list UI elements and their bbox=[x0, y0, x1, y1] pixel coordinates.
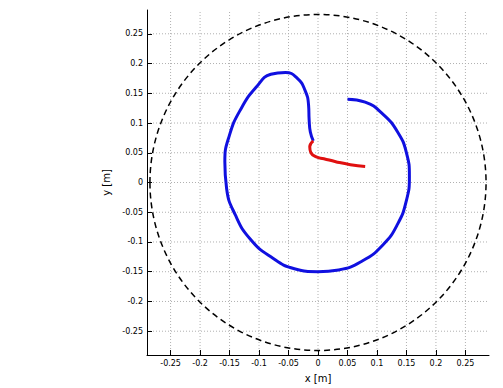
svg-text:0: 0 bbox=[138, 178, 143, 187]
svg-text:-0.05: -0.05 bbox=[122, 208, 143, 217]
svg-text:0.2: 0.2 bbox=[130, 59, 143, 68]
svg-text:0.1: 0.1 bbox=[371, 359, 384, 368]
svg-text:0: 0 bbox=[315, 359, 320, 368]
svg-text:0.25: 0.25 bbox=[125, 29, 143, 38]
svg-text:0.15: 0.15 bbox=[125, 89, 143, 98]
svg-text:-0.2: -0.2 bbox=[127, 297, 143, 306]
svg-text:0.1: 0.1 bbox=[130, 119, 143, 128]
svg-text:0.25: 0.25 bbox=[457, 359, 475, 368]
svg-text:y [m]: y [m] bbox=[101, 169, 112, 196]
svg-text:-0.2: -0.2 bbox=[192, 359, 208, 368]
svg-text:-0.15: -0.15 bbox=[122, 267, 143, 276]
svg-text:-0.05: -0.05 bbox=[278, 359, 299, 368]
svg-text:0.05: 0.05 bbox=[339, 359, 357, 368]
svg-text:-0.1: -0.1 bbox=[251, 359, 267, 368]
svg-text:-0.25: -0.25 bbox=[122, 327, 143, 336]
svg-text:x [m]: x [m] bbox=[305, 373, 332, 384]
svg-text:0.15: 0.15 bbox=[398, 359, 416, 368]
svg-text:-0.25: -0.25 bbox=[160, 359, 181, 368]
svg-text:0.05: 0.05 bbox=[125, 148, 143, 157]
svg-text:0.2: 0.2 bbox=[430, 359, 443, 368]
svg-text:-0.15: -0.15 bbox=[219, 359, 240, 368]
svg-text:-0.1: -0.1 bbox=[127, 237, 143, 246]
